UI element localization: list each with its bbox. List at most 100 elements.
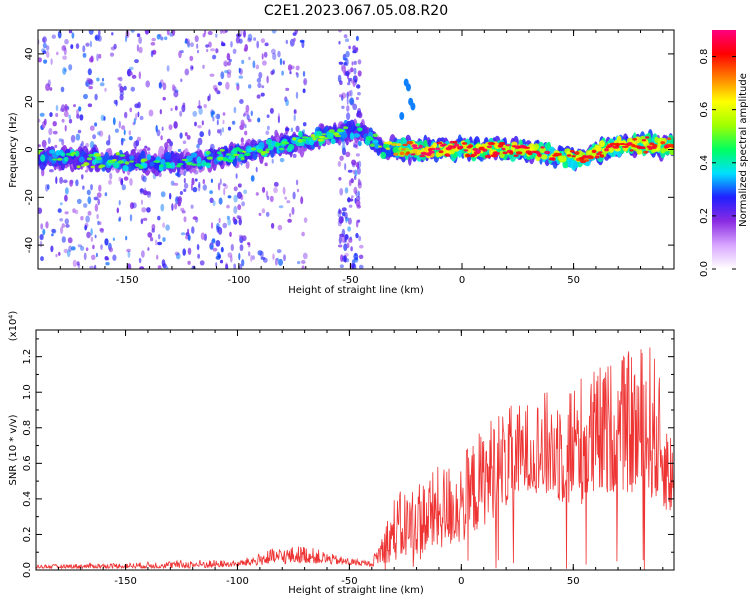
speckle-mark <box>117 77 121 81</box>
speckle-mark <box>160 36 164 41</box>
speckle-mark <box>192 110 198 117</box>
ridge-mark <box>196 156 202 164</box>
speckle-mark <box>210 112 214 118</box>
ridge-mark <box>406 151 411 155</box>
speckle-mark <box>138 46 143 54</box>
speckle-mark <box>229 231 232 237</box>
speckle-mark <box>344 38 350 42</box>
speckle-mark <box>158 82 162 89</box>
speckle-mark <box>341 143 346 151</box>
ridge-mark <box>468 144 474 148</box>
speckle-mark <box>99 82 105 87</box>
speckle-mark <box>164 36 168 41</box>
speckle-mark <box>68 118 73 124</box>
speckle-mark <box>116 207 120 214</box>
x-tick-label: 0 <box>458 576 464 587</box>
snr-series-line <box>35 347 675 570</box>
speckle-mark <box>238 234 244 238</box>
x-tick-label: 0 <box>459 275 465 286</box>
ridge-mark <box>205 150 211 155</box>
speckle-mark <box>233 106 237 114</box>
speckle-mark <box>63 248 68 254</box>
speckle-mark <box>205 44 210 48</box>
speckle-mark <box>348 77 351 83</box>
ridge-mark <box>275 142 282 147</box>
ridge-mark <box>226 153 232 156</box>
ridge-mark <box>192 163 197 166</box>
speckle-mark <box>98 130 104 137</box>
speckle-mark <box>199 131 204 138</box>
speckle-mark <box>61 45 66 52</box>
speckle-mark <box>247 242 251 246</box>
speckle-mark <box>342 147 346 156</box>
y-tick-label: -20 <box>24 189 35 205</box>
speckle-mark <box>179 132 183 139</box>
colorbar: 0.0 0.2 0.4 0.6 0.8 Normalized spectral ampl… <box>699 30 749 277</box>
speckle-mark <box>136 33 141 38</box>
speckle-mark <box>257 250 263 256</box>
speckle-mark <box>105 262 110 266</box>
ridge-mark <box>322 137 329 140</box>
speckle-mark <box>191 265 196 269</box>
speckle-mark <box>225 30 228 34</box>
speckle-mark <box>39 240 43 248</box>
ridge-mark <box>372 139 379 144</box>
speckle-mark <box>89 265 95 269</box>
speckle-mark <box>347 198 350 202</box>
speckle-mark <box>54 144 58 149</box>
colorbar-label: Normalized spectral amplitude <box>738 73 749 227</box>
speckle-mark <box>103 116 106 121</box>
speckle-mark <box>64 38 69 45</box>
snr-border <box>35 329 675 571</box>
speckle-mark <box>118 120 122 129</box>
speckle-mark <box>293 109 296 114</box>
speckle-mark <box>70 246 76 251</box>
speckle-mark <box>75 179 79 187</box>
speckle-mark <box>271 48 276 55</box>
ridge-mark <box>165 165 173 169</box>
speckle-mark <box>145 80 150 88</box>
speckle-mark <box>355 195 361 201</box>
speckle-mark <box>46 50 50 59</box>
speckle-mark <box>351 263 357 269</box>
speckle-mark <box>197 137 203 146</box>
speckle-mark <box>131 74 137 79</box>
speckle-mark <box>181 210 186 214</box>
speckle-mark <box>242 113 246 117</box>
speckle-mark <box>294 30 298 35</box>
ridge-mark <box>250 147 257 151</box>
speckle-mark <box>98 30 101 37</box>
speckle-mark <box>126 248 131 253</box>
snr-x-label: Height of straight line (km) <box>288 585 424 596</box>
speckle-mark <box>355 199 361 207</box>
speckle-mark <box>42 36 47 44</box>
speckle-mark <box>277 224 283 231</box>
speckle-mark <box>301 260 306 264</box>
speckle-mark <box>295 125 300 132</box>
ridge-mark <box>482 148 488 152</box>
ridge-mark <box>98 164 106 168</box>
speckle-mark <box>291 206 295 215</box>
speckle-mark <box>352 103 358 111</box>
speckle-mark <box>279 58 283 66</box>
speckle-mark <box>352 45 357 51</box>
speckle-mark <box>219 178 222 185</box>
speckle-mark <box>134 103 140 109</box>
speckle-mark <box>279 157 285 163</box>
speckle-mark <box>97 198 100 206</box>
speckle-mark <box>204 30 207 35</box>
speckle-mark <box>119 94 124 101</box>
speckle-mark <box>216 225 220 233</box>
speckle-mark <box>201 120 204 126</box>
speckle-mark <box>355 35 359 42</box>
speckle-mark <box>136 136 142 142</box>
speckle-mark <box>84 222 89 228</box>
colorbar-tick-label: 0.8 <box>699 49 710 65</box>
spectrogram-y-label: Frequency (Hz) <box>8 112 19 188</box>
speckle-mark <box>257 82 262 89</box>
speckle-mark <box>90 184 93 191</box>
speckle-mark <box>237 191 242 199</box>
speckle-mark <box>266 75 269 84</box>
speckle-mark <box>239 244 244 252</box>
